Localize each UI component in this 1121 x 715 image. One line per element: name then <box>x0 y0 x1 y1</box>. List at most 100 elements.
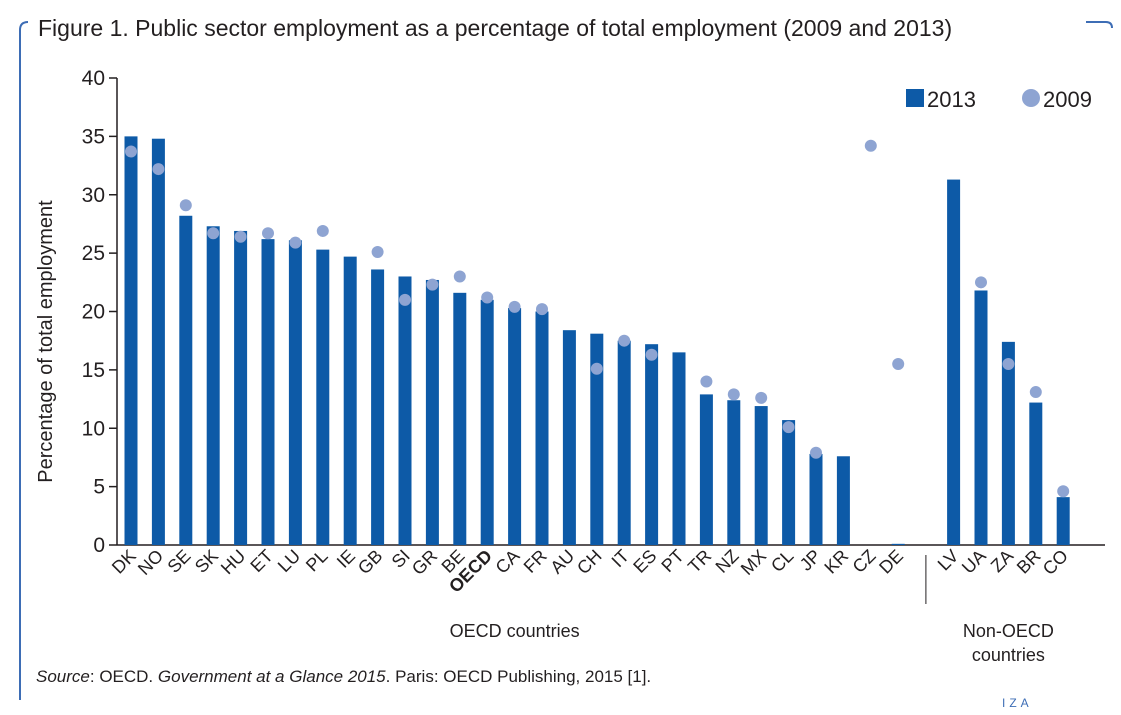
legend-swatch-2013 <box>906 89 924 107</box>
y-tick-label: 20 <box>82 301 105 324</box>
bar-2013-OECD <box>480 299 494 545</box>
dot-2009-BE <box>453 270 466 283</box>
bar-2013-PL <box>316 249 330 545</box>
x-tick-label-HU: HU <box>217 546 250 579</box>
dot-2009-OECD <box>481 291 494 304</box>
bar-2013-ES <box>645 344 659 545</box>
dot-2009-CA <box>508 300 521 313</box>
bar-2013-IE <box>343 256 357 545</box>
y-tick-label: 30 <box>82 184 105 207</box>
dot-2009-UA <box>975 276 987 289</box>
bar-2013-KR <box>836 456 850 545</box>
iza-logo: IZA <box>1002 696 1033 710</box>
x-tick-label-LU: LU <box>274 546 304 576</box>
bar-2013-GB <box>371 269 385 545</box>
x-tick-label-AU: AU <box>546 546 578 578</box>
source-note: Source: OECD. Government at a Glance 201… <box>36 667 651 687</box>
dot-2009-SK <box>207 227 220 240</box>
x-tick-label-NZ: NZ <box>712 546 743 577</box>
legend-label-2013: 2013 <box>927 87 976 112</box>
dot-2009-PL <box>316 224 329 237</box>
x-tick-label-NO: NO <box>134 546 167 579</box>
x-tick-label-ZA: ZA <box>987 546 1017 576</box>
bar-2013-HU <box>234 230 248 545</box>
x-tick-label-CH: CH <box>573 546 606 579</box>
dot-2009-HU <box>234 230 247 243</box>
x-tick-label-PT: PT <box>657 546 687 576</box>
bar-2013-PT <box>672 352 686 545</box>
bar-2013-JP <box>809 453 823 545</box>
bar-2013-CA <box>508 307 522 545</box>
y-tick-label: 5 <box>93 476 105 499</box>
bar-2013-LV <box>947 179 961 545</box>
source-prefix: : OECD. <box>89 667 158 686</box>
group-label-oecd: OECD countries <box>450 621 580 641</box>
y-tick-label: 25 <box>82 242 105 265</box>
bar-2013-BR <box>1029 402 1043 545</box>
figure-title: Figure 1. Public sector employment as a … <box>34 14 957 42</box>
y-tick-label: 10 <box>82 417 105 440</box>
dot-2009-FR <box>536 303 548 316</box>
bar-2013-FR <box>535 311 549 545</box>
dot-2009-DK <box>125 145 137 158</box>
bar-2013-ET <box>261 239 275 546</box>
x-tick-label-MX: MX <box>737 546 770 579</box>
x-tick-label-CZ: CZ <box>849 546 880 577</box>
legend-label-2009: 2009 <box>1043 87 1092 112</box>
x-tick-label-IE: IE <box>333 546 359 572</box>
dot-2009-ET <box>262 227 274 240</box>
x-tick-label-GB: GB <box>354 546 387 579</box>
bar-2013-NO <box>151 138 165 545</box>
bar-2013-MX <box>754 406 768 545</box>
bar-2013-DK <box>124 136 138 545</box>
dot-2009-JP <box>810 446 822 459</box>
dot-2009-SI <box>399 293 411 306</box>
x-tick-label-IT: IT <box>608 546 633 571</box>
x-tick-label-JP: JP <box>796 546 825 575</box>
dot-2009-GB <box>371 245 384 258</box>
bar-2013-TR <box>699 394 713 545</box>
x-tick-label-ET: ET <box>246 546 276 576</box>
x-tick-label-KR: KR <box>820 546 852 578</box>
source-label: Source <box>36 667 90 686</box>
bar-2013-GR <box>425 279 439 545</box>
source-rest: . Paris: OECD Publishing, 2015 [1]. <box>385 667 652 686</box>
x-tick-label-CL: CL <box>767 546 797 576</box>
bar-2013-AU <box>562 330 576 545</box>
dot-2009-SE <box>179 199 192 212</box>
bar-2013-ZA <box>1001 341 1015 545</box>
y-tick-label: 40 <box>82 67 105 90</box>
dot-2009-NZ <box>727 388 740 401</box>
dot-2009-CH <box>590 362 603 375</box>
x-tick-label-FR: FR <box>520 546 551 577</box>
bar-2013-DE <box>891 543 905 545</box>
bar-2013-SI <box>398 276 412 545</box>
group-label-non-oecd-line2: countries <box>972 645 1045 665</box>
dot-2009-NO <box>152 163 165 176</box>
group-label-non-oecd-line1: Non-OECD <box>963 621 1054 641</box>
x-tick-label-UA: UA <box>958 546 990 578</box>
x-tick-label-DE: DE <box>875 546 907 578</box>
x-tick-label-CO: CO <box>1039 546 1072 579</box>
dot-2009-ZA <box>1002 358 1015 371</box>
x-tick-label-TR: TR <box>684 546 715 577</box>
dot-2009-BR <box>1029 386 1042 399</box>
dot-2009-CO <box>1057 485 1070 498</box>
dot-2009-GR <box>426 278 439 291</box>
y-tick-label: 35 <box>82 125 105 148</box>
x-tick-label-LV: LV <box>934 546 963 575</box>
dot-2009-TR <box>700 375 713 388</box>
x-tick-label-PL: PL <box>302 546 332 576</box>
x-tick-label-SK: SK <box>191 546 222 577</box>
x-tick-label-GR: GR <box>408 546 441 579</box>
x-tick-label-ES: ES <box>629 546 660 577</box>
x-tick-label-CA: CA <box>492 546 524 578</box>
y-axis-label: Percentage of total employment <box>35 200 57 483</box>
bar-2013-LU <box>288 240 302 545</box>
y-tick-label: 0 <box>93 534 105 557</box>
bar-2013-BE <box>453 292 467 545</box>
dot-2009-DE <box>892 358 905 371</box>
bar-2013-NZ <box>727 400 741 545</box>
